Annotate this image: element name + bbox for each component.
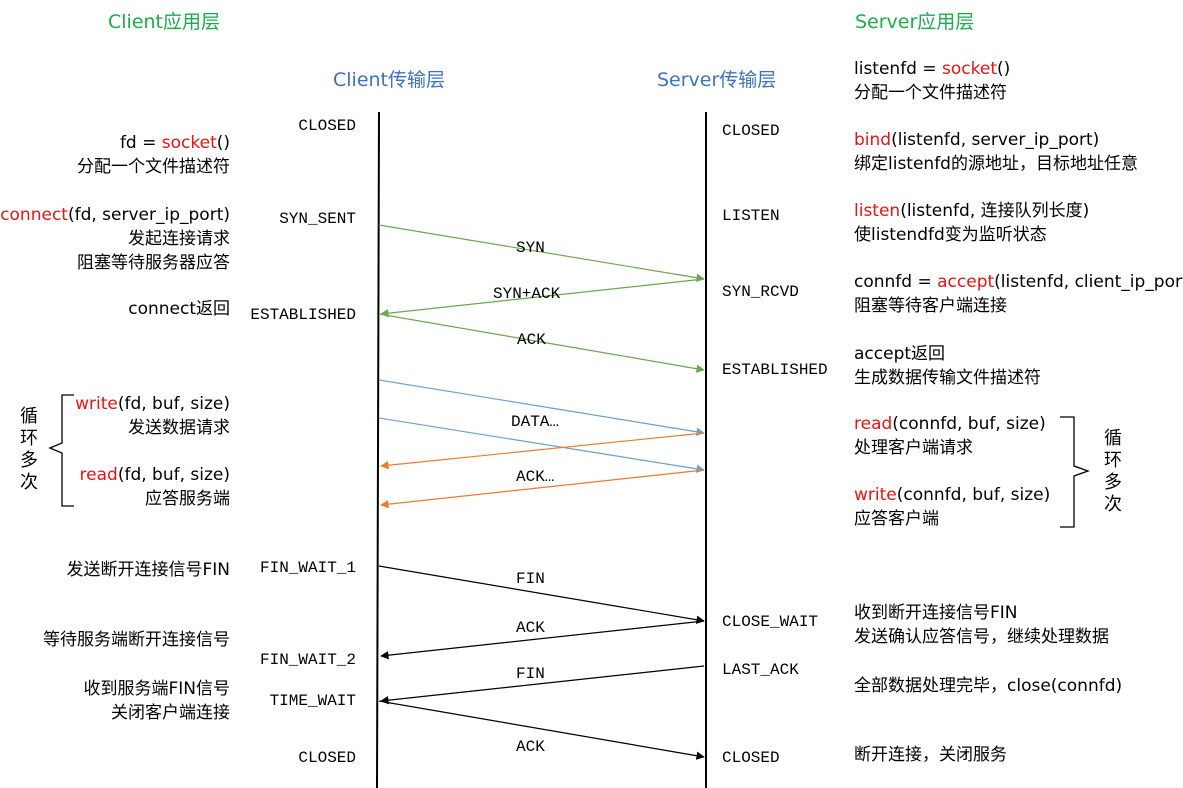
client-read-desc: 应答服务端: [145, 489, 230, 509]
client-socket-desc: 分配一个文件描述符: [77, 157, 230, 177]
msg-fin-1: FIN: [516, 570, 545, 588]
client-transport-header: Client传输层: [333, 69, 446, 91]
client-state-closed: CLOSED: [298, 117, 356, 135]
client-state-fin-wait-2: FIN_WAIT_2: [259, 651, 356, 669]
arrow-fin-1: [378, 565, 705, 624]
arrow-ack-3: [378, 700, 705, 760]
server-listen-call: listen(listenfd, 连接队列长度): [854, 201, 1090, 221]
server-state-closed-final: CLOSED: [722, 749, 780, 767]
server-socket-call: listenfd = socket(): [854, 59, 1011, 79]
server-accept-call: connfd = accept(listenfd, client_ip_port…: [854, 272, 1183, 292]
msg-syn-ack: SYN+ACK: [493, 285, 561, 303]
server-state-close-wait: CLOSE_WAIT: [722, 613, 819, 631]
client-wait-server: 等待服务端断开连接信号: [43, 630, 230, 650]
server-close-service: 断开连接，关闭服务: [854, 745, 1007, 765]
arrow-ack-2: [380, 620, 705, 660]
arrow-ack-data-1: [380, 432, 705, 470]
server-state-closed: CLOSED: [722, 122, 780, 140]
server-send-ack: 发送确认应答信号，继续处理数据: [854, 627, 1109, 647]
client-connect-call: connect(fd, server_ip_port): [0, 205, 230, 225]
msg-syn: SYN: [516, 239, 545, 257]
server-state-listen: LISTEN: [722, 207, 780, 225]
client-state-syn-sent: SYN_SENT: [279, 210, 356, 228]
server-read-desc: 处理客户端请求: [854, 438, 973, 458]
arrow-ack: [378, 313, 705, 373]
arrow-fin-2: [380, 665, 705, 705]
client-app-header: Client应用层: [108, 11, 221, 33]
msg-data: DATA…: [511, 413, 560, 431]
client-socket-call: fd = socket(): [119, 133, 230, 153]
server-read-call: read(connfd, buf, size): [854, 414, 1046, 434]
server-accept-desc: 阻塞等待客户端连接: [854, 296, 1007, 316]
arrow-data-2: [378, 417, 705, 473]
server-app-header: Server应用层: [855, 11, 975, 33]
client-send-fin: 发送断开连接信号FIN: [66, 560, 230, 580]
client-read-call: read(fd, buf, size): [79, 465, 230, 485]
server-write-call: write(connfd, buf, size): [854, 485, 1051, 505]
client-loop-brace: [48, 394, 74, 507]
server-accept-return-desc: 生成数据传输文件描述符: [854, 368, 1041, 388]
server-state-last-ack: LAST_ACK: [722, 661, 799, 679]
server-listen-desc: 使listendfd变为监听状态: [854, 225, 1047, 245]
server-state-established: ESTABLISHED: [722, 361, 828, 379]
msg-fin-2: FIN: [516, 665, 545, 683]
client-close-conn: 关闭客户端连接: [111, 703, 230, 723]
client-connect-desc2: 阻塞等待服务器应答: [77, 253, 230, 273]
msg-ack-2: ACK: [516, 619, 545, 637]
client-state-established: ESTABLISHED: [250, 306, 356, 324]
client-state-time-wait: TIME_WAIT: [269, 692, 356, 710]
server-bind-call: bind(listenfd, server_ip_port): [854, 130, 1100, 150]
client-state-fin-wait-1: FIN_WAIT_1: [259, 559, 356, 577]
arrow-syn-ack: [380, 278, 705, 318]
arrow-ack-data-2: [380, 469, 705, 509]
server-recv-fin: 收到断开连接信号FIN: [854, 603, 1018, 623]
server-accept-return: accept返回: [854, 344, 946, 364]
client-connect-desc1: 发起连接请求: [128, 229, 230, 249]
arrow-data-1: [378, 379, 705, 436]
client-loop-label: 循环多次: [20, 406, 38, 493]
server-socket-desc: 分配一个文件描述符: [854, 83, 1007, 103]
client-write-call: write(fd, buf, size): [75, 394, 230, 414]
server-loop-label: 循环多次: [1104, 428, 1122, 515]
client-recv-fin: 收到服务端FIN信号: [83, 679, 230, 699]
msg-ack: ACK: [517, 331, 546, 349]
server-state-syn-rcvd: SYN_RCVD: [722, 283, 799, 301]
client-lifeline: [376, 111, 380, 788]
client-state-closed-final: CLOSED: [298, 749, 356, 767]
msg-ack-3: ACK: [516, 738, 545, 756]
msg-ack-data: ACK…: [516, 468, 555, 486]
client-write-desc: 发送数据请求: [128, 418, 230, 438]
server-done: 全部数据处理完毕，close(connfd): [854, 676, 1123, 696]
server-loop-brace: [1060, 416, 1090, 528]
server-transport-header: Server传输层: [657, 69, 777, 91]
server-write-desc: 应答客户端: [854, 509, 939, 529]
client-connect-return: connect返回: [128, 299, 230, 319]
server-bind-desc: 绑定listenfd的源地址，目标地址任意: [854, 154, 1138, 174]
arrow-syn: [378, 224, 705, 282]
